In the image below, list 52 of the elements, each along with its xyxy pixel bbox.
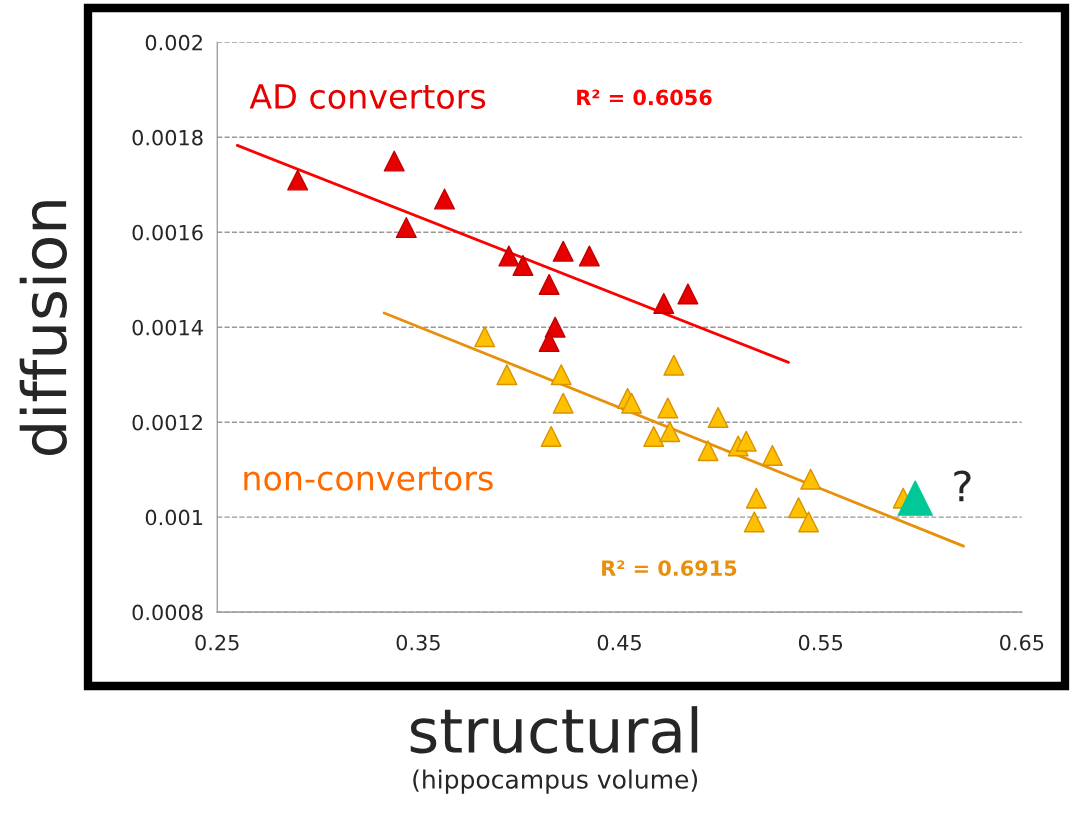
point [498,245,520,267]
point [538,330,560,352]
point [538,273,560,296]
point [677,283,699,305]
x-tick-label: 0.65 [1000,634,1044,651]
series-label: non-convertors [244,466,493,491]
point [663,354,685,376]
text: (hippocampus volume) [413,769,698,794]
annotation: R² = 0.6915 [602,560,737,577]
x-tick-label: 0.25 [195,634,239,651]
y-tick-label: 0.001 [145,509,203,526]
y-tick-label: 0.0018 [132,129,203,146]
point [395,216,417,239]
point [552,240,574,262]
point [287,169,309,191]
point [474,326,496,348]
point [496,364,518,386]
point [657,397,679,419]
point [383,150,405,172]
y-tick-label: 0.002 [145,34,202,51]
point [512,254,534,277]
point [653,292,675,315]
point [761,444,783,466]
y-tick-label: 0.0012 [132,414,202,431]
point [735,430,757,452]
x-axis-title: structural [410,706,698,754]
point [434,188,456,210]
point [552,392,574,414]
annotation: ? [954,470,971,502]
series-label: AD convertors [249,84,486,109]
annotation: R² = 0.6056 [577,89,712,106]
point [550,364,572,386]
y-tick-label: 0.0016 [132,224,203,241]
y-tick-label: 0.0008 [132,604,203,621]
y-axis-title: diffusion [19,201,67,456]
point [540,425,562,447]
point [621,392,643,414]
point [697,440,719,462]
x-tick-label: 0.45 [597,634,641,651]
point [643,425,665,447]
x-tick-label: 0.55 [798,634,843,651]
point [578,245,600,267]
point [897,480,933,516]
point [800,468,822,490]
point [707,406,729,428]
y-tick-label: 0.0014 [132,319,203,336]
point [743,511,765,533]
point [788,497,810,519]
point [798,511,820,533]
x-tick-label: 0.35 [396,634,440,651]
point [659,421,681,443]
point [745,487,767,509]
